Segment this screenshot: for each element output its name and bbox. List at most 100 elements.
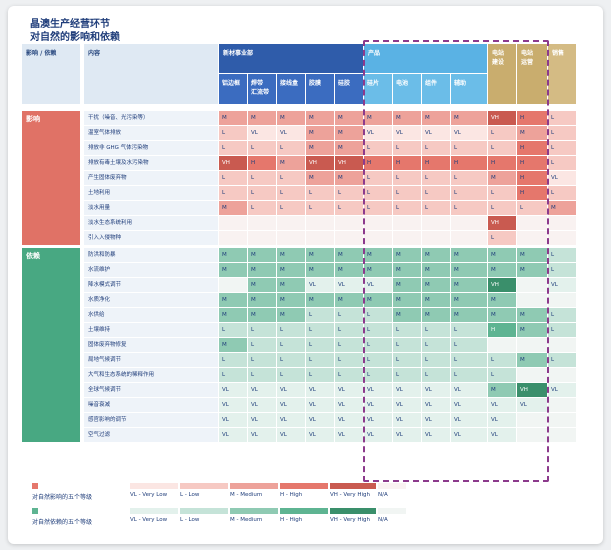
dependency-row-label: 固体废弃物修复: [84, 338, 218, 352]
dependency-cell: L: [335, 353, 363, 367]
dependency-cell: VL: [422, 428, 450, 442]
dependency-legend-bar: [130, 508, 178, 514]
impact-cell: L: [277, 171, 305, 185]
group-header-sales: 销售: [548, 44, 576, 104]
impact-cell: L: [548, 111, 576, 125]
impact-cell: L: [335, 201, 363, 215]
impact-cell: [393, 231, 421, 245]
dependency-row-label: 水供给: [84, 308, 218, 322]
dependency-cell: M: [517, 308, 547, 322]
impact-cell: VH: [335, 156, 363, 170]
dependency-cell: VL: [451, 398, 487, 412]
impact-cell: M: [306, 126, 334, 140]
dependency-cell: L: [277, 368, 305, 382]
dependency-cell: VL: [548, 278, 576, 292]
column-header-impact-dependency: 影响 / 依赖: [22, 44, 80, 104]
dependency-cell: M: [306, 293, 334, 307]
impact-cell: [364, 231, 392, 245]
impact-cell: M: [364, 111, 392, 125]
dependency-legend-swatch: [32, 508, 38, 514]
impact-cell: L: [277, 201, 305, 215]
dependency-cell: L: [248, 323, 276, 337]
title-line-2: 对自然的影响和依赖: [30, 32, 120, 43]
dependency-cell: [517, 428, 547, 442]
dependency-legend-level: H - High: [280, 517, 303, 523]
dependency-cell: VL: [422, 413, 450, 427]
dependency-cell: L: [364, 368, 392, 382]
impact-cell: L: [451, 186, 487, 200]
dependency-cell: [548, 398, 576, 412]
impact-cell: L: [248, 201, 276, 215]
impact-cell: H: [364, 156, 392, 170]
dependency-cell: M: [422, 278, 450, 292]
dependency-cell: M: [451, 293, 487, 307]
impact-cell: L: [219, 141, 247, 155]
impact-cell: [364, 216, 392, 230]
dependency-cell: M: [488, 248, 516, 262]
dependency-cell: VL: [277, 413, 305, 427]
dependency-cell: M: [393, 308, 421, 322]
impact-cell: L: [451, 141, 487, 155]
dependency-row-label: 感官影响的调节: [84, 413, 218, 427]
dependency-cell: VL: [335, 278, 363, 292]
dependency-cell: [517, 338, 547, 352]
impact-cell: H: [517, 156, 547, 170]
impact-cell: M: [451, 111, 487, 125]
impact-cell: L: [219, 171, 247, 185]
impact-cell: [422, 216, 450, 230]
subheader-new-materials-4: 硅胶: [335, 74, 363, 104]
impact-cell: [219, 216, 247, 230]
impact-cell: L: [488, 201, 516, 215]
dependency-cell: [517, 413, 547, 427]
dependency-cell: VL: [393, 428, 421, 442]
dependency-cell: M: [422, 308, 450, 322]
dependency-cell: VL: [306, 278, 334, 292]
impact-cell: [451, 231, 487, 245]
impact-cell: M: [393, 111, 421, 125]
impact-cell: L: [422, 201, 450, 215]
impact-legend-level: M - Medium: [230, 492, 263, 498]
dependency-legend-level: L - Low: [180, 517, 200, 523]
dependency-cell: M: [451, 308, 487, 322]
impact-row-label: 温室气体排放: [84, 126, 218, 140]
impact-row-label: 排放非 GHG 气体污染物: [84, 141, 218, 155]
dependency-cell: VL: [277, 398, 305, 412]
impact-cell: L: [548, 126, 576, 140]
title-line-1: 晶澳生产经营环节: [30, 19, 110, 30]
dependency-cell: L: [248, 368, 276, 382]
dependency-cell: L: [364, 308, 392, 322]
dependency-cell: VL: [335, 383, 363, 397]
dependency-cell: L: [219, 323, 247, 337]
dependency-cell: VL: [219, 383, 247, 397]
impact-legend-bar: [280, 483, 328, 489]
impact-cell: H: [517, 186, 547, 200]
dependency-cell: VL: [393, 383, 421, 397]
dependency-cell: VL: [277, 428, 305, 442]
dependency-cell: M: [393, 293, 421, 307]
dependency-cell: [548, 293, 576, 307]
impact-cell: L: [393, 201, 421, 215]
impact-legend-bar: [330, 483, 376, 489]
subheader-product-2: 组件: [422, 74, 450, 104]
dependency-cell: VL: [248, 428, 276, 442]
dependency-cell: VH: [517, 383, 547, 397]
impact-cell: [248, 231, 276, 245]
impact-legend-label: 对自然影响的五个等级: [32, 494, 93, 501]
impact-cell: H: [422, 156, 450, 170]
dependency-row-label: 空气过滤: [84, 428, 218, 442]
impact-cell: M: [548, 201, 576, 215]
dependency-row-label: 局地气候调节: [84, 353, 218, 367]
dependency-legend-bar: [180, 508, 228, 514]
impact-cell: M: [248, 111, 276, 125]
group-header-product: 产品: [364, 44, 487, 73]
dependency-cell: L: [277, 353, 305, 367]
dependency-cell: L: [393, 323, 421, 337]
dependency-cell: [548, 368, 576, 382]
impact-legend-level: L - Low: [180, 492, 200, 498]
dependency-cell: L: [364, 323, 392, 337]
impact-legend-bar: [230, 483, 278, 489]
impact-cell: H: [393, 156, 421, 170]
dependency-cell: L: [548, 248, 576, 262]
impact-cell: L: [277, 141, 305, 155]
dependency-cell: VL: [488, 398, 516, 412]
